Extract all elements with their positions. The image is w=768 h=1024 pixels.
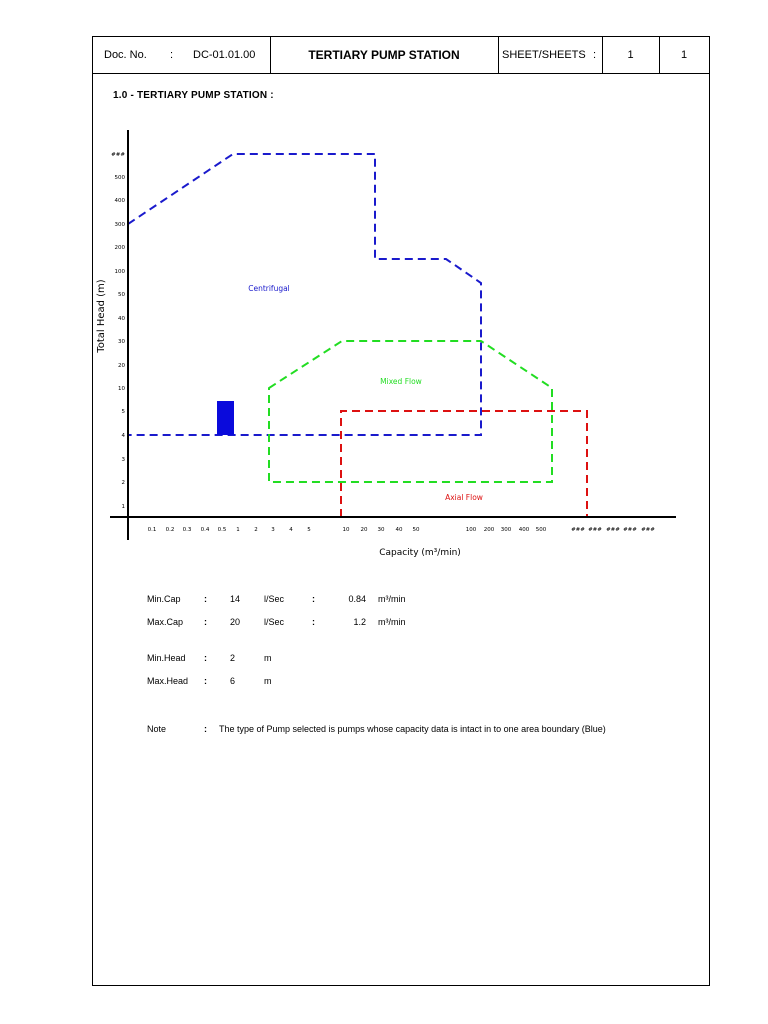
x-tick-label: ### xyxy=(623,527,637,533)
spec-colon-secondary: : xyxy=(312,617,315,627)
region-boundary xyxy=(340,410,588,517)
y-tick-label: 1 xyxy=(122,504,126,510)
y-tick-label: 50 xyxy=(118,292,125,298)
sheet-colon: : xyxy=(593,49,597,61)
y-tick-label: 500 xyxy=(115,175,126,181)
header-divider xyxy=(498,37,499,73)
spec-value: 20 xyxy=(230,617,241,627)
x-tick-label: 30 xyxy=(378,527,385,533)
x-tick-label: 5 xyxy=(307,527,311,533)
region-boundary xyxy=(127,153,482,436)
x-tick-label: 500 xyxy=(536,527,547,533)
x-tick-label: 0.4 xyxy=(201,527,210,533)
x-tick-label: 200 xyxy=(484,527,495,533)
x-tick-label: 100 xyxy=(466,527,477,533)
document-sheet: Doc. No. : DC-01.01.00 TERTIARY PUMP STA… xyxy=(92,36,710,986)
y-tick-label: 30 xyxy=(118,339,125,345)
document-title: TERTIARY PUMP STATION xyxy=(308,48,460,62)
x-tick-label: 300 xyxy=(501,527,512,533)
spec-label: Max.Head xyxy=(147,676,189,686)
spec-colon: : xyxy=(204,594,207,604)
y-tick-label: 10 xyxy=(118,386,125,392)
x-tick-label: ### xyxy=(588,527,602,533)
x-axis-label: Capacity (m³/min) xyxy=(379,548,461,558)
spec-unit: m xyxy=(264,676,272,686)
x-tick-label: 10 xyxy=(343,527,350,533)
sheets-total: 1 xyxy=(680,49,688,61)
note-label: Note xyxy=(147,724,167,734)
y-tick-label: 40 xyxy=(118,316,125,322)
x-tick-label: 0.3 xyxy=(183,527,192,533)
spec-unit: m xyxy=(264,653,272,663)
region-label: Axial Flow xyxy=(445,493,483,502)
x-tick-label: 20 xyxy=(361,527,368,533)
region-label: Mixed Flow xyxy=(380,377,422,386)
x-tick-label: ### xyxy=(641,527,655,533)
spec-unit-secondary: m³/min xyxy=(378,594,406,604)
header-divider xyxy=(659,37,660,73)
header-divider xyxy=(602,37,603,73)
y-tick-label: 3 xyxy=(122,457,126,463)
spec-unit: l/Sec xyxy=(264,617,285,627)
y-tick-label: 400 xyxy=(115,198,126,204)
x-tick-label: 3 xyxy=(271,527,275,533)
y-tick-label: 300 xyxy=(115,222,126,228)
spec-colon: : xyxy=(204,617,207,627)
title-block: Doc. No. : DC-01.01.00 TERTIARY PUMP STA… xyxy=(93,37,709,74)
doc-number-label: Doc. No. xyxy=(104,49,147,61)
spec-value-secondary: 0.84 xyxy=(348,594,366,604)
y-tick-label: 100 xyxy=(115,269,126,275)
doc-number-colon: : xyxy=(170,49,174,61)
spec-label: Min.Cap xyxy=(147,594,181,604)
spec-value: 2 xyxy=(230,653,236,663)
spec-label: Max.Cap xyxy=(147,617,184,627)
spec-value: 6 xyxy=(230,676,236,686)
section-title: 1.0 - TERTIARY PUMP STATION : xyxy=(113,90,274,101)
sheet-number: 1 xyxy=(627,49,634,61)
y-axis-label: Total Head (m) xyxy=(96,279,107,354)
x-tick-label: 1 xyxy=(236,527,240,533)
spec-unit-secondary: m³/min xyxy=(378,617,406,627)
x-tick-label: 4 xyxy=(289,527,293,533)
x-tick-label: ### xyxy=(571,527,585,533)
header-divider xyxy=(270,37,271,73)
y-tick-label: 4 xyxy=(122,433,126,439)
x-tick-label: 0.2 xyxy=(166,527,175,533)
x-tick-label: 40 xyxy=(396,527,403,533)
doc-number-value: DC-01.01.00 xyxy=(193,49,256,61)
y-tick-label: 200 xyxy=(115,245,126,251)
y-tick-label: 5 xyxy=(122,409,126,415)
sheet-label: SHEET/SHEETS xyxy=(502,49,586,61)
selected-operating-area xyxy=(217,401,234,435)
spec-colon-secondary: : xyxy=(312,594,315,604)
spec-value-secondary: 1.2 xyxy=(353,617,366,627)
y-tick-label: 2 xyxy=(122,480,126,486)
spec-unit: l/Sec xyxy=(264,594,285,604)
x-tick-label: 400 xyxy=(519,527,530,533)
note-text: The type of Pump selected is pumps whose… xyxy=(219,724,606,734)
note-colon: : xyxy=(204,724,207,734)
x-tick-label: 50 xyxy=(413,527,420,533)
x-tick-label: 2 xyxy=(254,527,258,533)
x-tick-label: 0.1 xyxy=(148,527,157,533)
y-tick-label: ### xyxy=(111,152,125,158)
x-tick-label: ### xyxy=(606,527,620,533)
spec-value: 14 xyxy=(230,594,241,604)
spec-colon: : xyxy=(204,676,207,686)
spec-label: Min.Head xyxy=(147,653,186,663)
x-tick-label: 0.5 xyxy=(218,527,227,533)
region-label: Centrifugal xyxy=(248,284,290,293)
y-tick-label: 20 xyxy=(118,363,125,369)
spec-colon: : xyxy=(204,653,207,663)
